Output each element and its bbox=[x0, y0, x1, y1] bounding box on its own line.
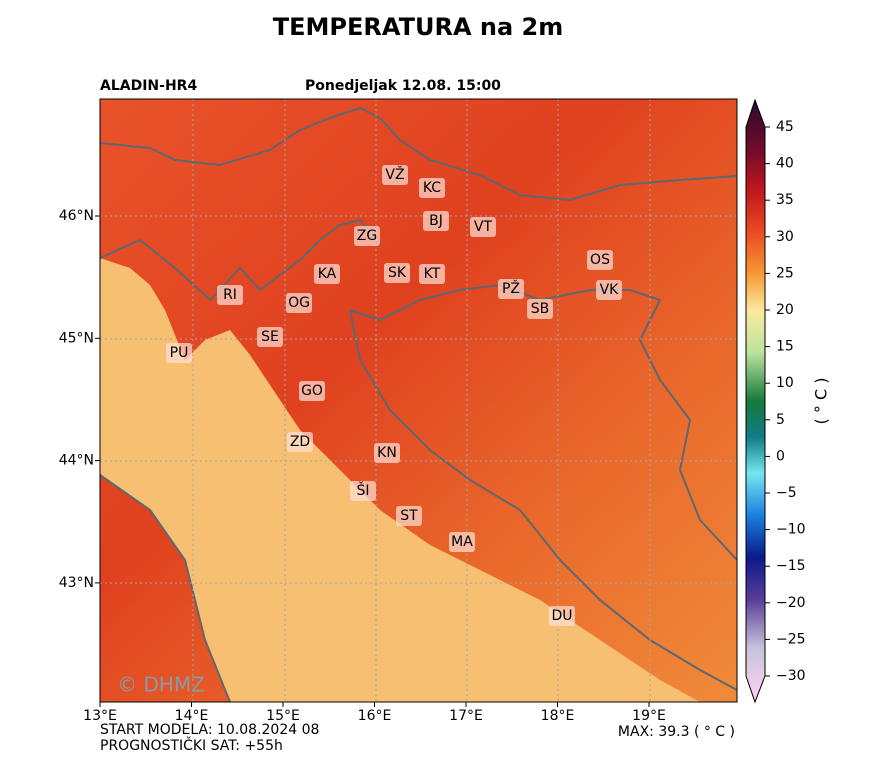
city-box bbox=[166, 343, 192, 363]
city-box bbox=[374, 443, 400, 463]
colorbar-tick-label: −20 bbox=[776, 595, 806, 611]
colorbar-tick-label: 45 bbox=[776, 119, 794, 135]
city-box bbox=[299, 381, 325, 401]
city-box bbox=[449, 532, 475, 552]
city-box bbox=[419, 178, 445, 198]
colorbar-tick-label: 15 bbox=[776, 339, 794, 355]
city-box bbox=[470, 217, 496, 237]
map-area bbox=[100, 99, 737, 702]
city-box bbox=[286, 293, 312, 313]
city-label: PŽ bbox=[502, 279, 520, 297]
forecast-label: PROGNOSTIČKI SAT: +55h bbox=[100, 736, 283, 754]
city-label: ŠI bbox=[356, 481, 369, 499]
city-label: OS bbox=[590, 252, 610, 268]
colorbar-tick-label: −10 bbox=[776, 522, 806, 538]
sea bbox=[100, 258, 700, 702]
colorbar-tick-label: 0 bbox=[776, 448, 785, 464]
max-label: MAX: 39.3 ( ° C ) bbox=[618, 724, 735, 740]
city-box bbox=[257, 327, 283, 347]
city-box bbox=[596, 280, 622, 300]
city-label: BJ bbox=[429, 213, 443, 229]
city-label: KA bbox=[318, 266, 337, 282]
city-box bbox=[382, 165, 408, 185]
graticule bbox=[100, 99, 737, 702]
city-label: VŽ bbox=[385, 165, 404, 183]
city-label: DU bbox=[551, 608, 572, 624]
city-label: RI bbox=[223, 287, 237, 303]
city-label: ZG bbox=[357, 228, 377, 244]
city-label: SK bbox=[388, 265, 407, 281]
lat-label: 44°N bbox=[59, 453, 94, 469]
city-box bbox=[384, 263, 410, 283]
lat-label: 45°N bbox=[59, 330, 94, 346]
lat-label: 46°N bbox=[59, 208, 94, 224]
colorbar-tick-label: 40 bbox=[776, 156, 794, 172]
city-label: OG bbox=[288, 295, 310, 311]
title: TEMPERATURA na 2m bbox=[273, 13, 563, 41]
lon-label: 13°E bbox=[83, 708, 117, 724]
colorbar-tick-label: −15 bbox=[776, 558, 806, 574]
city-label: KT bbox=[424, 266, 441, 282]
city-box bbox=[527, 299, 553, 319]
city-box bbox=[498, 279, 524, 299]
lon-label: 17°E bbox=[449, 708, 483, 724]
map-frame bbox=[99, 98, 738, 703]
city-box bbox=[419, 264, 445, 284]
city-label: MA bbox=[451, 534, 473, 550]
lon-label: 19°E bbox=[632, 708, 666, 724]
city-label: SE bbox=[261, 329, 279, 345]
colorbar-tick-label: 10 bbox=[776, 375, 794, 391]
city-label: GO bbox=[301, 383, 323, 399]
city-label: ZD bbox=[290, 434, 310, 450]
city-label: SB bbox=[531, 301, 550, 317]
city-label: PU bbox=[170, 345, 189, 361]
city-label: VT bbox=[474, 219, 493, 235]
city-box bbox=[587, 250, 613, 270]
colorbar-tick-label: −5 bbox=[776, 485, 797, 501]
city-label: VK bbox=[600, 282, 620, 298]
colorbar bbox=[745, 98, 766, 704]
city-box bbox=[423, 211, 449, 231]
city-box bbox=[287, 432, 313, 452]
start-label: START MODELA: 10.08.2024 08 bbox=[100, 722, 319, 738]
colorbar-unit: ( ° C ) bbox=[812, 378, 831, 425]
city-box bbox=[350, 481, 376, 501]
lat-label: 43°N bbox=[59, 575, 94, 591]
colorbar-tick-label: 5 bbox=[776, 412, 785, 428]
city-box bbox=[217, 285, 243, 305]
lon-label: 18°E bbox=[541, 708, 575, 724]
lon-label: 15°E bbox=[266, 708, 300, 724]
model-label: ALADIN-HR4 bbox=[100, 78, 197, 94]
city-box bbox=[314, 264, 340, 284]
colorbar-tick-label: 20 bbox=[776, 302, 794, 318]
city-label: KC bbox=[423, 180, 441, 196]
date-label: Ponedjeljak 12.08. 15:00 bbox=[305, 78, 501, 94]
city-label: ST bbox=[400, 508, 418, 524]
colorbar-tick-label: −25 bbox=[776, 631, 806, 647]
watermark: © DHMZ bbox=[117, 673, 205, 697]
colorbar-tick-label: 30 bbox=[776, 229, 794, 245]
colorbar-tick-label: 35 bbox=[776, 192, 794, 208]
city-box bbox=[549, 606, 575, 626]
city-box bbox=[396, 506, 422, 526]
city-box bbox=[354, 226, 380, 246]
city-label: KN bbox=[377, 445, 397, 461]
lon-label: 14°E bbox=[175, 708, 209, 724]
lon-label: 16°E bbox=[358, 708, 392, 724]
colorbar-tick-label: −30 bbox=[776, 668, 806, 684]
colorbar-tick-label: 25 bbox=[776, 265, 794, 281]
